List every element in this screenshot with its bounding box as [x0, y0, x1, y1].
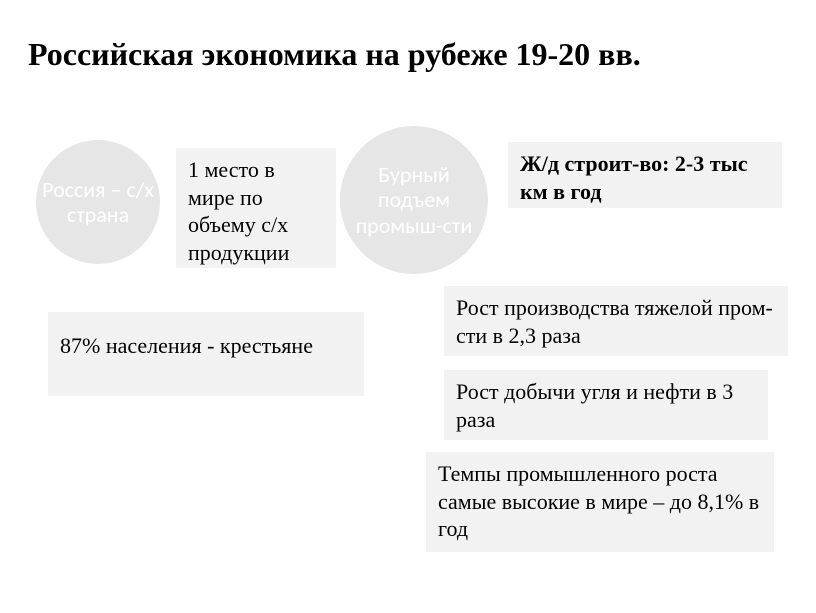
- box-coal-oil-text: Рост добычи угля и нефти в 3 раза: [456, 378, 756, 433]
- circle-russia-agri: Россия – с/х страна: [36, 140, 160, 264]
- box-peasants: 87% населения - крестьяне: [48, 312, 364, 396]
- box-first-place-text: 1 место в мире по объему с/х продукции: [188, 156, 324, 266]
- box-growth-rate-text: Темпы промышленного роста самые высокие …: [438, 460, 762, 543]
- circle-boom-label: Бурный подъем промыш-сти: [346, 162, 482, 238]
- box-railroad-text: Ж/д строит-во: 2-3 тыс км в год: [520, 150, 770, 205]
- box-heavy-text: Рост производства тяжелой пром-сти в 2,3…: [456, 294, 776, 349]
- box-heavy-industry: Рост производства тяжелой пром-сти в 2,3…: [444, 286, 788, 356]
- slide-title: Российская экономика на рубеже 19-20 вв.: [28, 36, 798, 73]
- box-first-place: 1 место в мире по объему с/х продукции: [176, 148, 336, 268]
- box-growth-rate: Темпы промышленного роста самые высокие …: [426, 452, 774, 552]
- box-peasants-text: 87% населения - крестьяне: [60, 332, 313, 360]
- circle-industry-boom: Бурный подъем промыш-сти: [340, 126, 488, 274]
- box-railroad: Ж/д строит-во: 2-3 тыс км в год: [508, 142, 782, 208]
- box-coal-oil: Рост добычи угля и нефти в 3 раза: [444, 370, 768, 440]
- circle-russia-label: Россия – с/х страна: [42, 177, 154, 228]
